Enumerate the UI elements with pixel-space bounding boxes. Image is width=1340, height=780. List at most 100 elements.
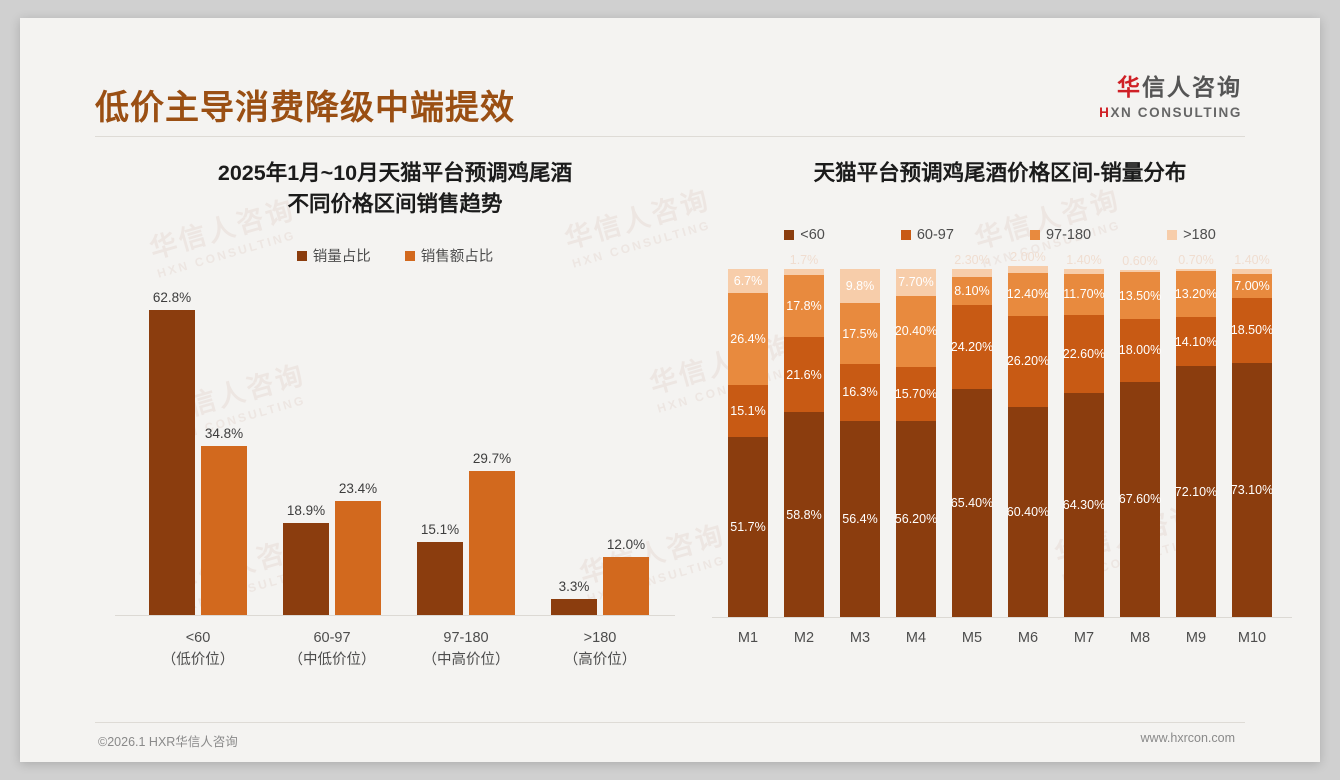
stacked-segment[interactable]: 18.00% xyxy=(1119,319,1161,382)
x-tick-sub: （低价位） xyxy=(161,651,235,668)
stacked-bar-column[interactable]: 2.30% 8.10% 24.20% 65.40% xyxy=(950,253,994,617)
stacked-segment[interactable]: 9.8% xyxy=(840,269,880,304)
segment-value-label: 13.20% xyxy=(1174,287,1218,302)
bar-value-label: 23.4% xyxy=(338,481,378,496)
stacked-segment[interactable]: 72.10% xyxy=(1175,366,1217,617)
x-axis-tick-label: >180 （高价位） xyxy=(537,628,663,672)
stacked-segment[interactable]: 16.3% xyxy=(840,364,880,421)
legend-item-right-2[interactable]: 97-180 xyxy=(1029,227,1091,243)
stacked-segment[interactable]: 8.10% xyxy=(952,277,992,306)
stacked-bar-column[interactable]: 0.70% 13.20% 14.10% 72.10% xyxy=(1174,253,1218,617)
stacked-segment[interactable]: 7.70% xyxy=(896,269,936,296)
stacked-segment[interactable]: 58.8% xyxy=(784,412,824,617)
bar-column[interactable]: 15.1% xyxy=(417,522,463,615)
stacked-segment[interactable]: 7.00% xyxy=(1232,273,1272,299)
stacked-segment[interactable]: 65.40% xyxy=(951,389,993,617)
legend-label: 60-97 xyxy=(916,226,954,243)
bar[interactable] xyxy=(551,599,597,615)
bar[interactable] xyxy=(417,542,463,615)
legend-label: >180 xyxy=(1183,226,1216,243)
segment-value-label: 0.60% xyxy=(1122,254,1158,269)
stacked-segment[interactable]: 24.20% xyxy=(950,305,994,390)
stacked-segment[interactable]: 17.8% xyxy=(784,275,824,338)
x-axis-tick-label: M2 xyxy=(793,630,815,646)
chart-panel-left: 2025年1月~10月天猫平台预调鸡尾酒 不同价格区间销售趋势 销量占比 销售额占… xyxy=(95,158,695,718)
legend-item-right-3[interactable]: >180 xyxy=(1167,227,1216,243)
logo-en-rest: XN CONSULTING xyxy=(1110,105,1242,120)
bar-column[interactable]: 29.7% xyxy=(469,451,515,615)
bar[interactable] xyxy=(335,501,381,615)
legend-item-right-1[interactable]: 60-97 xyxy=(900,226,954,243)
bar-column[interactable]: 62.8% xyxy=(149,290,195,615)
bar-value-label: 3.3% xyxy=(558,579,590,594)
bar[interactable] xyxy=(149,310,195,615)
bar[interactable] xyxy=(283,523,329,615)
x-axis-tick-label: 97-180 （中高价位） xyxy=(403,628,529,672)
segment-value-label: 24.20% xyxy=(950,340,994,355)
stacked-bar-column[interactable]: 2.00% 12.40% 26.20% 60.40% xyxy=(1007,250,1049,617)
stacked-segment[interactable]: 13.50% xyxy=(1119,272,1161,320)
x-tick-main: >180 xyxy=(583,630,617,646)
x-axis-tick-label: M6 xyxy=(1017,630,1039,646)
stacked-segment[interactable]: 2.00% xyxy=(1008,250,1048,273)
stacked-segment[interactable]: 73.10% xyxy=(1231,362,1273,617)
stacked-segment[interactable]: 12.40% xyxy=(1007,272,1049,316)
stacked-segment[interactable]: 67.60% xyxy=(1119,381,1161,617)
x-axis-tick-label: M3 xyxy=(849,630,871,646)
x-tick-sub: （高价位） xyxy=(563,651,637,668)
stacked-segment[interactable]: 17.5% xyxy=(840,303,880,365)
segment-value-label: 14.10% xyxy=(1174,334,1218,349)
bar-column[interactable]: 3.3% xyxy=(551,579,597,615)
legend-item-left-1[interactable]: 销售额占比 xyxy=(404,245,493,266)
stacked-segment[interactable]: 51.7% xyxy=(728,437,768,617)
segment-value-label: 64.30% xyxy=(1062,498,1106,513)
stacked-bar-column[interactable]: 0.60% 13.50% 18.00% 67.60% xyxy=(1119,254,1161,617)
stacked-segment[interactable]: 11.70% xyxy=(1063,273,1105,315)
x-axis-tick-label: M4 xyxy=(905,630,927,646)
stacked-bar-column[interactable]: 6.7% 26.4% 15.1% 51.7% xyxy=(728,269,768,617)
left-chart-title-line2: 不同价格区间销售趋势 xyxy=(287,191,503,216)
stacked-bar-column[interactable]: 7.70% 20.40% 15.70% 56.20% xyxy=(894,269,938,617)
legend-label: <60 xyxy=(800,226,825,243)
stacked-bar-column[interactable]: 1.40% 7.00% 18.50% 73.10% xyxy=(1231,253,1273,617)
segment-value-label: 17.5% xyxy=(842,326,878,341)
stacked-segment[interactable]: 18.50% xyxy=(1231,298,1273,363)
slide-card: 华信人咨询 HXN CONSULTING 华信人咨询 HXN CONSULTIN… xyxy=(20,18,1320,762)
stacked-bar-column[interactable]: 1.40% 11.70% 22.60% 64.30% xyxy=(1062,253,1106,617)
stacked-segment[interactable]: 14.10% xyxy=(1174,317,1218,367)
legend-swatch-icon xyxy=(1029,229,1040,240)
stacked-bar-column[interactable]: 9.8% 17.5% 16.3% 56.4% xyxy=(840,269,880,617)
segment-value-label: 58.8% xyxy=(786,507,822,522)
bar-column[interactable]: 18.9% xyxy=(283,503,329,615)
left-chart-legend: 销量占比 销售额占比 xyxy=(95,245,695,266)
stacked-segment[interactable]: 20.40% xyxy=(895,295,937,367)
stacked-segment[interactable]: 21.6% xyxy=(784,337,824,413)
stacked-segment[interactable]: 15.1% xyxy=(728,384,768,438)
legend-item-left-0[interactable]: 销量占比 xyxy=(296,245,371,266)
segment-value-label: 56.20% xyxy=(894,512,938,527)
bar-group: 3.3% 12.0% xyxy=(537,537,663,615)
segment-value-label: 22.60% xyxy=(1062,346,1106,361)
stacked-segment[interactable]: 2.30% xyxy=(952,253,992,278)
stacked-segment[interactable]: 6.7% xyxy=(728,269,768,293)
bar[interactable] xyxy=(201,446,247,615)
stacked-bar-column[interactable]: 1.7% 17.8% 21.6% 58.8% xyxy=(784,253,824,617)
bar[interactable] xyxy=(469,471,515,615)
segment-value-label: 7.70% xyxy=(898,275,934,290)
stacked-segment[interactable]: 26.20% xyxy=(1007,315,1049,407)
legend-swatch-icon xyxy=(900,229,911,240)
stacked-segment[interactable]: 56.4% xyxy=(840,420,880,617)
stacked-segment[interactable]: 26.4% xyxy=(728,292,768,385)
stacked-segment[interactable]: 13.20% xyxy=(1174,271,1218,318)
bar-column[interactable]: 34.8% xyxy=(201,426,247,615)
segment-value-label: 2.00% xyxy=(1010,249,1046,264)
stacked-segment[interactable]: 15.70% xyxy=(895,366,937,422)
stacked-segment[interactable]: 60.40% xyxy=(1007,406,1049,617)
stacked-segment[interactable]: 56.20% xyxy=(894,421,938,617)
stacked-segment[interactable]: 22.60% xyxy=(1062,314,1106,394)
bar-column[interactable]: 23.4% xyxy=(335,481,381,615)
bar[interactable] xyxy=(603,557,649,615)
legend-item-right-0[interactable]: <60 xyxy=(784,227,825,243)
bar-column[interactable]: 12.0% xyxy=(603,537,649,615)
stacked-segment[interactable]: 64.30% xyxy=(1062,393,1106,617)
